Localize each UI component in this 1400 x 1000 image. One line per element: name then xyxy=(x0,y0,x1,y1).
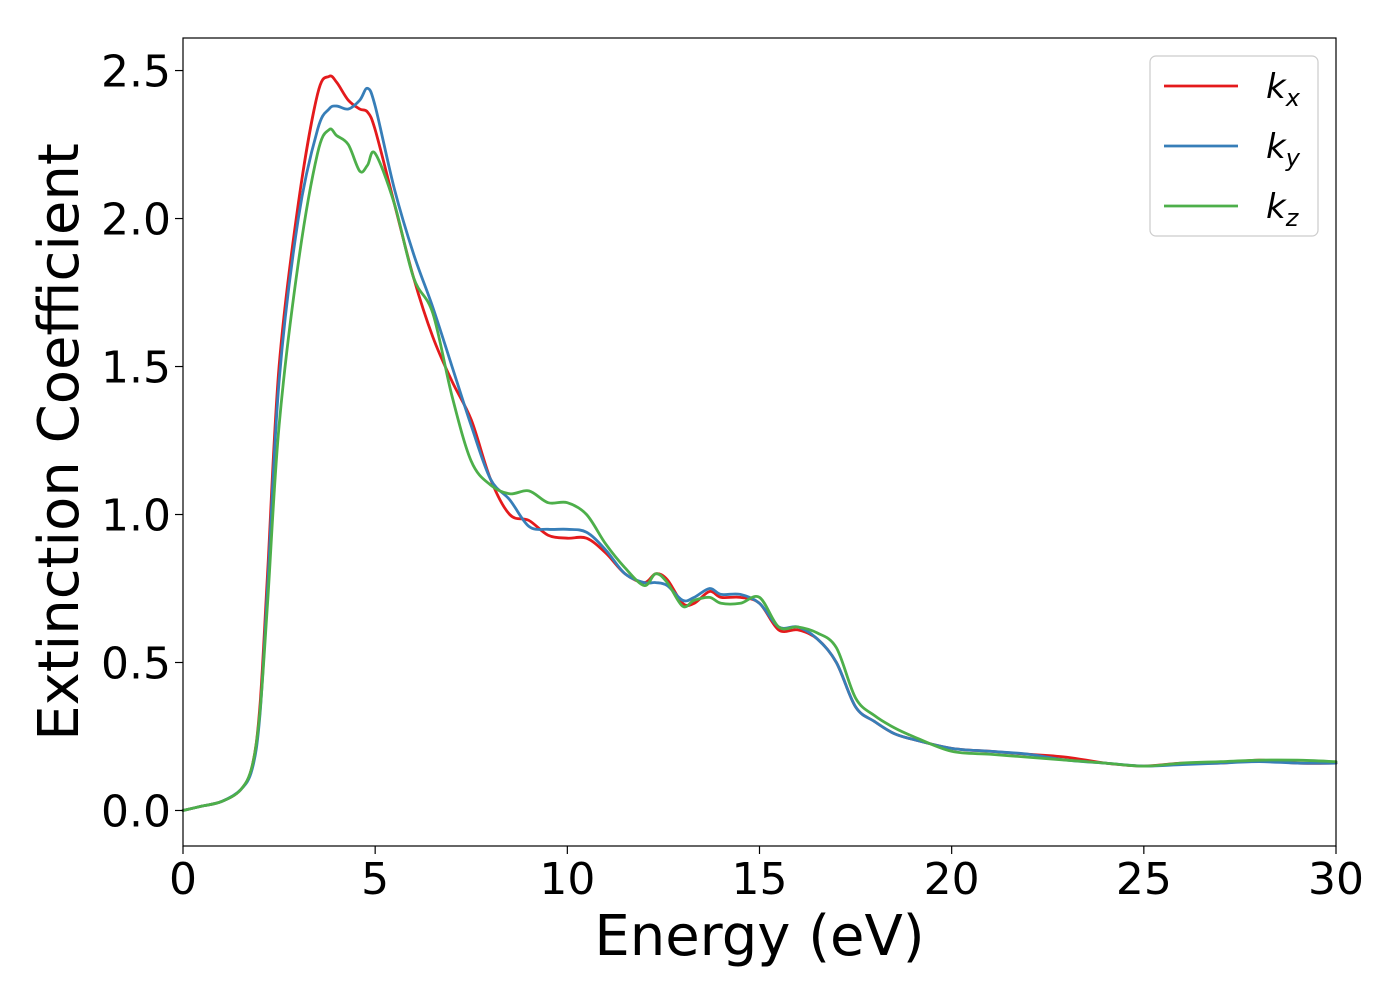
y-tick-label: 0.5 xyxy=(101,638,171,689)
x-tick-label: 5 xyxy=(361,854,389,905)
y-tick-label: 0.0 xyxy=(101,786,171,837)
x-axis: 0 5 10 15 20 25 30 xyxy=(169,846,1364,905)
y-tick-label: 2.5 xyxy=(101,47,171,98)
y-tick-label: 1.0 xyxy=(101,491,171,542)
x-tick-label: 30 xyxy=(1308,854,1364,905)
y-tick-label: 2.0 xyxy=(101,195,171,246)
x-axis-label: Energy (eV) xyxy=(594,904,924,969)
legend-label-y: ky xyxy=(1266,127,1301,172)
y-axis-label: Extinction Coefficient xyxy=(27,143,92,741)
legend-label-x: kx xyxy=(1266,67,1301,112)
x-tick-label: 10 xyxy=(539,854,595,905)
legend-label-z: kz xyxy=(1266,187,1300,232)
x-tick-label: 25 xyxy=(1116,854,1172,905)
series-line-z xyxy=(181,127,1338,812)
series-line-y xyxy=(181,86,1338,812)
legend: kx ky kz xyxy=(1149,55,1319,237)
x-tick-label: 20 xyxy=(924,854,980,905)
y-tick-label: 1.5 xyxy=(101,343,171,394)
x-tick-label: 15 xyxy=(732,854,788,905)
x-tick-label: 0 xyxy=(169,854,197,905)
series-layer xyxy=(181,74,1338,812)
y-axis: 0.0 0.5 1.0 1.5 2.0 2.5 xyxy=(101,47,183,837)
